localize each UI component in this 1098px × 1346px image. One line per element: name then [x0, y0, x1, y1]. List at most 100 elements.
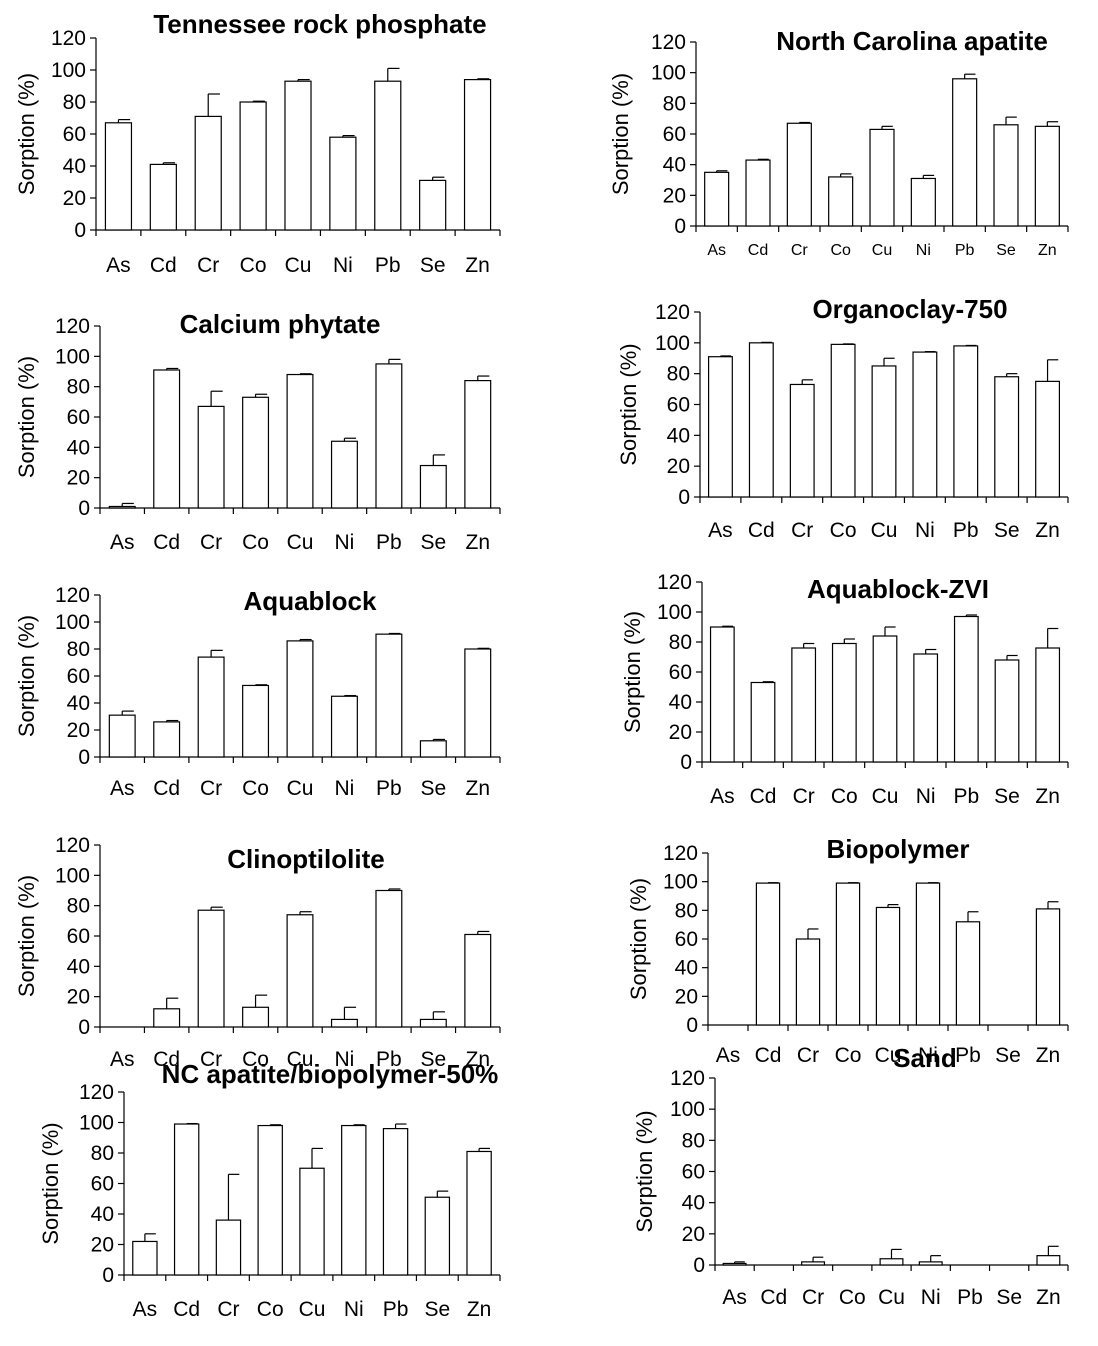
y-tick-label: 120 — [55, 584, 90, 607]
bar — [464, 380, 492, 509]
x-category-label: Cr — [791, 519, 813, 542]
x-category-label: Cr — [797, 1044, 819, 1067]
y-axis-title: Sorption (%) — [14, 615, 39, 737]
x-category-label: Se — [420, 1048, 446, 1071]
x-category-label: Zn — [1035, 785, 1060, 808]
y-tick-label: 100 — [657, 601, 692, 624]
x-category-label: Ni — [921, 1286, 941, 1309]
y-tick-label: 40 — [63, 155, 86, 178]
y-tick-label: 60 — [91, 1173, 114, 1196]
x-category-label: Cu — [287, 531, 314, 554]
y-tick-label: 100 — [670, 1098, 705, 1121]
y-axis-title: Sorption (%) — [14, 356, 39, 478]
y-tick-label: 80 — [67, 376, 90, 399]
x-category-label: Co — [839, 1286, 866, 1309]
x-category-label: Se — [996, 1286, 1022, 1309]
y-tick-label: 120 — [655, 301, 690, 324]
y-tick-label: 40 — [682, 1192, 705, 1215]
y-tick-label: 100 — [655, 332, 690, 355]
chart-panel: Aquablock-ZVI Sorption (%) 0 20 40 60 80 100 120… — [620, 571, 1069, 808]
x-category-label: Pb — [376, 531, 402, 554]
y-tick-label: 0 — [693, 1254, 705, 1277]
x-category-label: Zn — [1038, 242, 1057, 259]
x-category-label: Co — [831, 785, 858, 808]
y-tick-label: 0 — [678, 486, 690, 509]
chart-panel: Clinoptilolite Sorption (%) 0 20 40 60 80 100 12… — [14, 834, 501, 1071]
y-tick-label: 40 — [67, 436, 90, 459]
bar — [801, 1261, 826, 1266]
y-tick-label: 60 — [67, 406, 90, 429]
bar — [173, 1123, 200, 1276]
bar — [871, 365, 897, 498]
x-category-label: Cr — [217, 1298, 239, 1321]
y-tick-label: 80 — [675, 899, 698, 922]
bar — [153, 721, 181, 758]
x-category-label: Cr — [791, 242, 809, 259]
x-category-label: Cu — [872, 242, 892, 259]
chart-title: Calcium phytate — [180, 309, 381, 339]
bar — [955, 921, 981, 1026]
bar — [869, 128, 895, 227]
bar — [149, 163, 177, 231]
x-category-label: As — [722, 1286, 747, 1309]
bar — [153, 369, 181, 509]
bar — [872, 635, 898, 763]
bar — [286, 914, 314, 1028]
y-tick-label: 40 — [67, 692, 90, 715]
x-category-label: Cr — [200, 531, 222, 554]
x-category-label: Zn — [466, 1048, 491, 1071]
x-category-label: Zn — [467, 1298, 492, 1321]
y-tick-label: 20 — [667, 455, 690, 478]
bar — [194, 115, 222, 231]
bar — [132, 1240, 158, 1276]
chart-panel: North Carolina apatite Sorption (%) 0 20 40 6… — [608, 26, 1069, 259]
bar — [108, 714, 136, 758]
x-category-label: Cu — [871, 519, 898, 542]
bar — [1036, 1255, 1061, 1266]
x-category-label: Ni — [915, 519, 935, 542]
bar — [242, 684, 270, 758]
bar — [750, 681, 776, 763]
y-axis-title: Sorption (%) — [626, 878, 651, 1000]
x-category-label: Cu — [285, 254, 312, 277]
x-category-label: Pb — [955, 242, 975, 259]
bar — [912, 351, 938, 498]
chart-panel: Aquablock Sorption (%) 0 20 40 60 80 100 120 As Cd… — [14, 584, 501, 800]
x-category-label: As — [710, 785, 735, 808]
bar — [994, 659, 1020, 763]
y-tick-label: 0 — [674, 215, 686, 238]
x-category-label: Zn — [1036, 1286, 1061, 1309]
y-tick-label: 40 — [667, 424, 690, 447]
chart-panel: Tennessee rock phosphate Sorption (%) 0 20 4… — [14, 9, 501, 277]
y-tick-label: 120 — [55, 834, 90, 857]
y-tick-label: 60 — [663, 123, 686, 146]
y-tick-label: 120 — [663, 842, 698, 865]
chart-title: NC apatite/biopolymer-50% — [162, 1059, 499, 1089]
y-tick-label: 20 — [67, 719, 90, 742]
y-tick-label: 20 — [675, 985, 698, 1008]
x-category-label: Co — [242, 531, 269, 554]
bar — [875, 906, 901, 1026]
x-category-label: Cd — [153, 777, 180, 800]
x-category-label: Co — [242, 1048, 269, 1071]
x-category-label: Ni — [916, 785, 936, 808]
y-tick-label: 80 — [663, 92, 686, 115]
bar — [330, 440, 358, 509]
x-category-label: Cu — [299, 1298, 326, 1321]
y-tick-label: 80 — [67, 895, 90, 918]
y-tick-label: 60 — [669, 661, 692, 684]
y-tick-label: 120 — [657, 571, 692, 594]
x-category-label: As — [110, 1048, 135, 1071]
y-tick-label: 100 — [663, 871, 698, 894]
bar — [330, 695, 358, 758]
x-category-label: Se — [420, 531, 446, 554]
y-axis-title: Sorption (%) — [616, 343, 641, 465]
y-tick-label: 20 — [669, 721, 692, 744]
x-category-label: Cd — [173, 1298, 200, 1321]
x-category-label: Pb — [376, 777, 402, 800]
x-category-label: Ni — [918, 1044, 938, 1067]
x-category-label: Pb — [955, 1044, 981, 1067]
bar — [382, 1127, 409, 1276]
x-category-label: As — [106, 254, 131, 277]
bar — [953, 615, 979, 763]
